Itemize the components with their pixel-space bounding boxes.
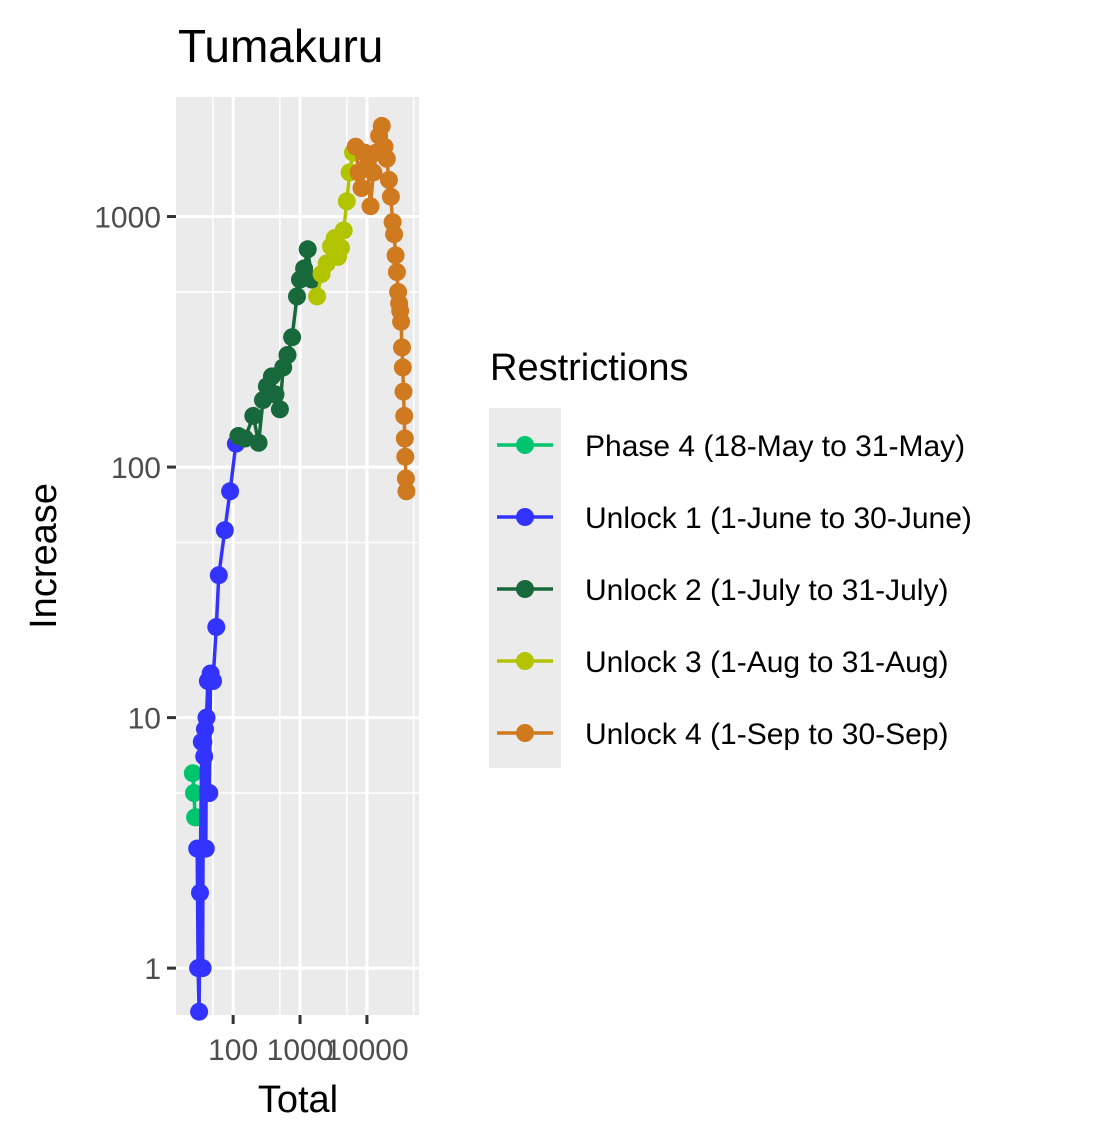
data-point <box>337 192 356 211</box>
legend-label: Unlock 4 (1-Sep to 30-Sep) <box>585 718 949 751</box>
y-tick-label: 1000 <box>94 202 161 235</box>
legend-item: Unlock 4 (1-Sep to 30-Sep) <box>497 718 949 751</box>
data-point <box>221 482 240 501</box>
data-point <box>204 672 222 690</box>
data-point <box>196 839 215 858</box>
data-point <box>395 429 414 448</box>
data-point <box>191 883 209 902</box>
data-point <box>308 287 327 306</box>
legend-label: Unlock 2 (1-July to 31-July) <box>585 574 948 607</box>
legend-item: Phase 4 (18-May to 31-May) <box>497 430 965 463</box>
y-axis-title: Increase <box>23 483 65 629</box>
data-point <box>270 400 289 419</box>
plot-panel <box>176 97 419 1015</box>
series-2 <box>188 434 245 1021</box>
y-tick-label: 1 <box>144 953 161 986</box>
data-point <box>397 482 416 501</box>
data-point <box>244 406 263 425</box>
y-tick-label: 100 <box>111 452 161 485</box>
x-tick-label: 1000 <box>267 1034 334 1067</box>
data-point <box>235 429 254 448</box>
legend-label: Unlock 3 (1-Aug to 31-Aug) <box>585 646 949 679</box>
data-point <box>364 163 383 182</box>
data-point <box>386 246 405 265</box>
data-point <box>215 521 234 540</box>
data-point <box>200 784 219 802</box>
data-point <box>278 346 297 364</box>
data-point <box>395 406 414 425</box>
legend-key-point <box>516 508 534 526</box>
legend: Phase 4 (18-May to 31-May) Unlock 1 (1-Ju… <box>497 430 972 751</box>
legend-key-point <box>516 436 534 454</box>
data-point <box>332 238 350 257</box>
data-point <box>193 959 212 978</box>
legend-label: Unlock 1 (1-June to 30-June) <box>585 502 972 535</box>
data-point <box>197 708 216 727</box>
data-point <box>379 170 398 189</box>
data-point <box>393 358 412 377</box>
legend-key-point <box>516 580 534 598</box>
data-point <box>394 382 413 401</box>
x-tick-label: 10000 <box>325 1034 408 1067</box>
data-point <box>387 263 406 282</box>
data-point <box>377 149 396 168</box>
data-point <box>381 187 400 206</box>
chart-title: Tumakuru <box>178 20 383 72</box>
legend-key-point <box>516 724 534 742</box>
x-axis-title: Total <box>258 1079 338 1121</box>
data-point <box>195 747 214 766</box>
data-point <box>190 1002 209 1021</box>
data-point <box>207 618 226 636</box>
data-point <box>396 469 415 488</box>
data-point <box>393 338 411 357</box>
legend-item: Unlock 1 (1-June to 30-June) <box>497 502 972 535</box>
legend-title: Restrictions <box>490 347 689 389</box>
data-point <box>249 433 268 452</box>
data-point <box>185 784 203 802</box>
legend-item: Unlock 3 (1-Aug to 31-Aug) <box>497 646 949 679</box>
data-point <box>183 764 202 783</box>
data-point <box>385 225 404 244</box>
data-point <box>361 197 380 216</box>
data-point <box>334 221 353 240</box>
legend-key-point <box>516 652 534 670</box>
data-point <box>396 447 415 466</box>
data-point <box>209 566 228 585</box>
legend-item: Unlock 2 (1-July to 31-July) <box>497 574 948 607</box>
data-point <box>352 179 371 197</box>
legend-label: Phase 4 (18-May to 31-May) <box>585 430 965 463</box>
data-point <box>392 312 411 331</box>
x-tick-label: 100 <box>208 1034 258 1067</box>
series-layer <box>183 116 416 1021</box>
data-point <box>372 116 391 135</box>
data-point <box>283 328 302 347</box>
y-tick-label: 10 <box>128 703 161 736</box>
data-point <box>266 385 285 404</box>
data-point <box>288 287 306 306</box>
series-5 <box>346 116 416 501</box>
data-point <box>298 240 317 259</box>
